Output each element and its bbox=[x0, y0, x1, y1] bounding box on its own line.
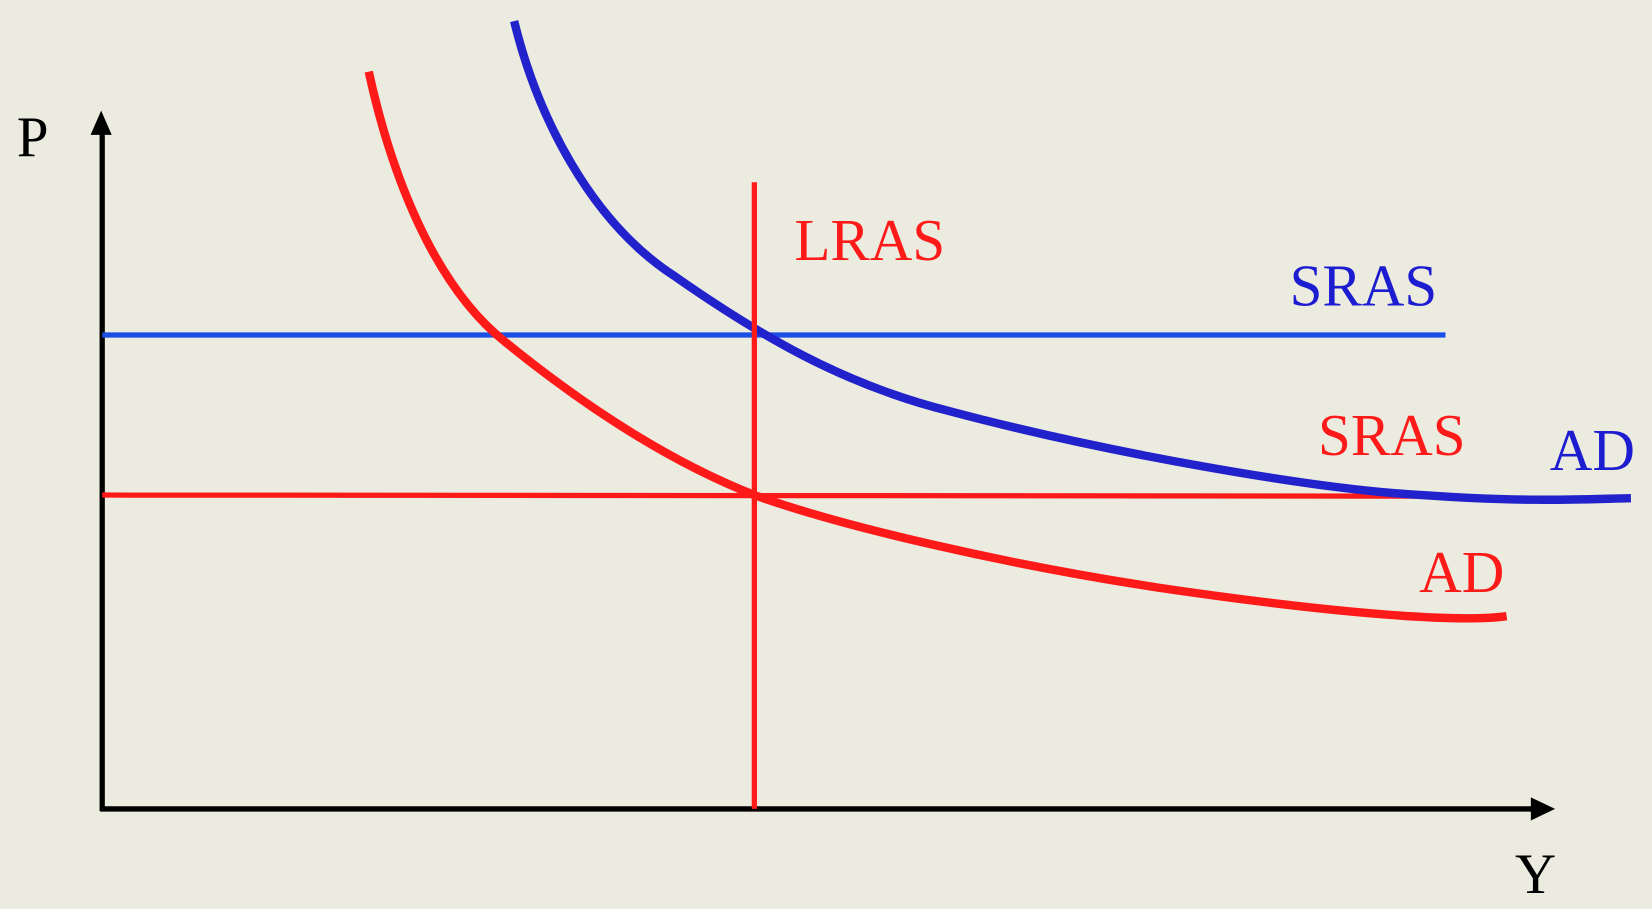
lras-label: LRAS bbox=[794, 207, 945, 273]
ad-red-curve bbox=[364, 70, 1508, 623]
sras-red-label: SRAS bbox=[1318, 402, 1466, 468]
x-axis-arrow bbox=[1530, 797, 1556, 821]
y-axis-arrow bbox=[90, 110, 112, 135]
x-axis-label: Y bbox=[1515, 843, 1556, 906]
ad-blue-curve bbox=[510, 20, 1632, 504]
ad-blue-label: AD bbox=[1550, 417, 1635, 483]
sras-blue-label: SRAS bbox=[1290, 252, 1438, 318]
ad-red-label: AD bbox=[1419, 539, 1504, 605]
y-axis-label: P bbox=[17, 106, 49, 169]
